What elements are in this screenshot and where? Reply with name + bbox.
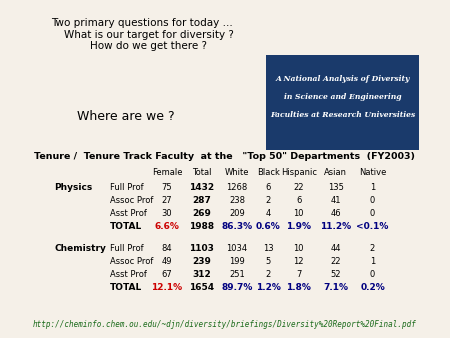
- Text: Black: Black: [257, 168, 280, 177]
- Text: 1268: 1268: [226, 183, 248, 192]
- Text: A National Analysis of Diversity: A National Analysis of Diversity: [275, 75, 410, 83]
- Text: 2: 2: [370, 244, 375, 253]
- FancyBboxPatch shape: [266, 55, 418, 150]
- Text: Faculties at Research Universities: Faculties at Research Universities: [270, 111, 415, 119]
- Text: Female: Female: [152, 168, 182, 177]
- Text: 1.8%: 1.8%: [286, 283, 311, 292]
- Text: 75: 75: [162, 183, 172, 192]
- Text: 1.2%: 1.2%: [256, 283, 281, 292]
- Text: 269: 269: [193, 209, 212, 218]
- Text: 67: 67: [162, 270, 172, 279]
- Text: TOTAL: TOTAL: [110, 283, 142, 292]
- Text: 287: 287: [193, 196, 212, 205]
- Text: http://cheminfo.chem.ou.edu/~djn/diversity/briefings/Diversity%20Report%20Final.: http://cheminfo.chem.ou.edu/~djn/diversi…: [33, 320, 417, 329]
- Text: 199: 199: [229, 257, 245, 266]
- Text: 11.2%: 11.2%: [320, 222, 351, 231]
- Text: 6.6%: 6.6%: [154, 222, 180, 231]
- Text: 86.3%: 86.3%: [221, 222, 252, 231]
- Text: 0: 0: [370, 270, 375, 279]
- Text: 13: 13: [263, 244, 274, 253]
- Text: Two primary questions for today …
    What is our target for diversity ?
    How: Two primary questions for today … What i…: [50, 18, 234, 51]
- Text: 27: 27: [162, 196, 172, 205]
- Text: <0.1%: <0.1%: [356, 222, 389, 231]
- Text: 49: 49: [162, 257, 172, 266]
- Text: 238: 238: [229, 196, 245, 205]
- Text: 135: 135: [328, 183, 343, 192]
- Text: 0: 0: [370, 209, 375, 218]
- Text: Full Prof: Full Prof: [110, 183, 144, 192]
- Text: Native: Native: [359, 168, 386, 177]
- Text: 22: 22: [330, 257, 341, 266]
- Text: 12.1%: 12.1%: [151, 283, 183, 292]
- Text: 5: 5: [266, 257, 271, 266]
- Text: 7: 7: [296, 270, 302, 279]
- Text: 4: 4: [266, 209, 271, 218]
- Text: 12: 12: [293, 257, 304, 266]
- Text: Full Prof: Full Prof: [110, 244, 144, 253]
- Text: 1103: 1103: [189, 244, 214, 253]
- Text: 6: 6: [266, 183, 271, 192]
- Text: Asian: Asian: [324, 168, 347, 177]
- Text: Asst Prof: Asst Prof: [110, 270, 147, 279]
- Text: Chemistry: Chemistry: [54, 244, 106, 253]
- Text: 312: 312: [193, 270, 212, 279]
- Text: 1.9%: 1.9%: [286, 222, 311, 231]
- Text: 52: 52: [330, 270, 341, 279]
- Text: Where are we ?: Where are we ?: [77, 110, 175, 123]
- Text: 1: 1: [370, 257, 375, 266]
- Text: Physics: Physics: [54, 183, 93, 192]
- Text: 10: 10: [293, 244, 304, 253]
- Text: 0.2%: 0.2%: [360, 283, 385, 292]
- Text: 22: 22: [293, 183, 304, 192]
- Text: TOTAL: TOTAL: [110, 222, 142, 231]
- Text: 251: 251: [229, 270, 245, 279]
- Text: Assoc Prof: Assoc Prof: [110, 196, 153, 205]
- Text: 239: 239: [193, 257, 212, 266]
- Text: 1432: 1432: [189, 183, 215, 192]
- Text: 1034: 1034: [226, 244, 248, 253]
- Text: Asst Prof: Asst Prof: [110, 209, 147, 218]
- Text: 1988: 1988: [189, 222, 215, 231]
- Text: 0.6%: 0.6%: [256, 222, 281, 231]
- Text: 2: 2: [266, 196, 271, 205]
- Text: White: White: [225, 168, 249, 177]
- Text: 41: 41: [330, 196, 341, 205]
- Text: 7.1%: 7.1%: [323, 283, 348, 292]
- Text: 84: 84: [162, 244, 172, 253]
- Text: in Science and Engineering: in Science and Engineering: [284, 93, 401, 101]
- Text: 2: 2: [266, 270, 271, 279]
- Text: 89.7%: 89.7%: [221, 283, 252, 292]
- Text: Assoc Prof: Assoc Prof: [110, 257, 153, 266]
- Text: 1: 1: [370, 183, 375, 192]
- Text: 0: 0: [370, 196, 375, 205]
- Text: 30: 30: [162, 209, 172, 218]
- Text: Tenure /  Tenure Track Faculty  at the   "Top 50" Departments  (FY2003): Tenure / Tenure Track Faculty at the "To…: [35, 152, 415, 161]
- Text: Total: Total: [192, 168, 212, 177]
- Text: 1654: 1654: [189, 283, 215, 292]
- Text: 10: 10: [293, 209, 304, 218]
- Text: Hispanic: Hispanic: [281, 168, 317, 177]
- Text: 44: 44: [330, 244, 341, 253]
- Text: 209: 209: [229, 209, 245, 218]
- Text: 46: 46: [330, 209, 341, 218]
- Text: 6: 6: [296, 196, 302, 205]
